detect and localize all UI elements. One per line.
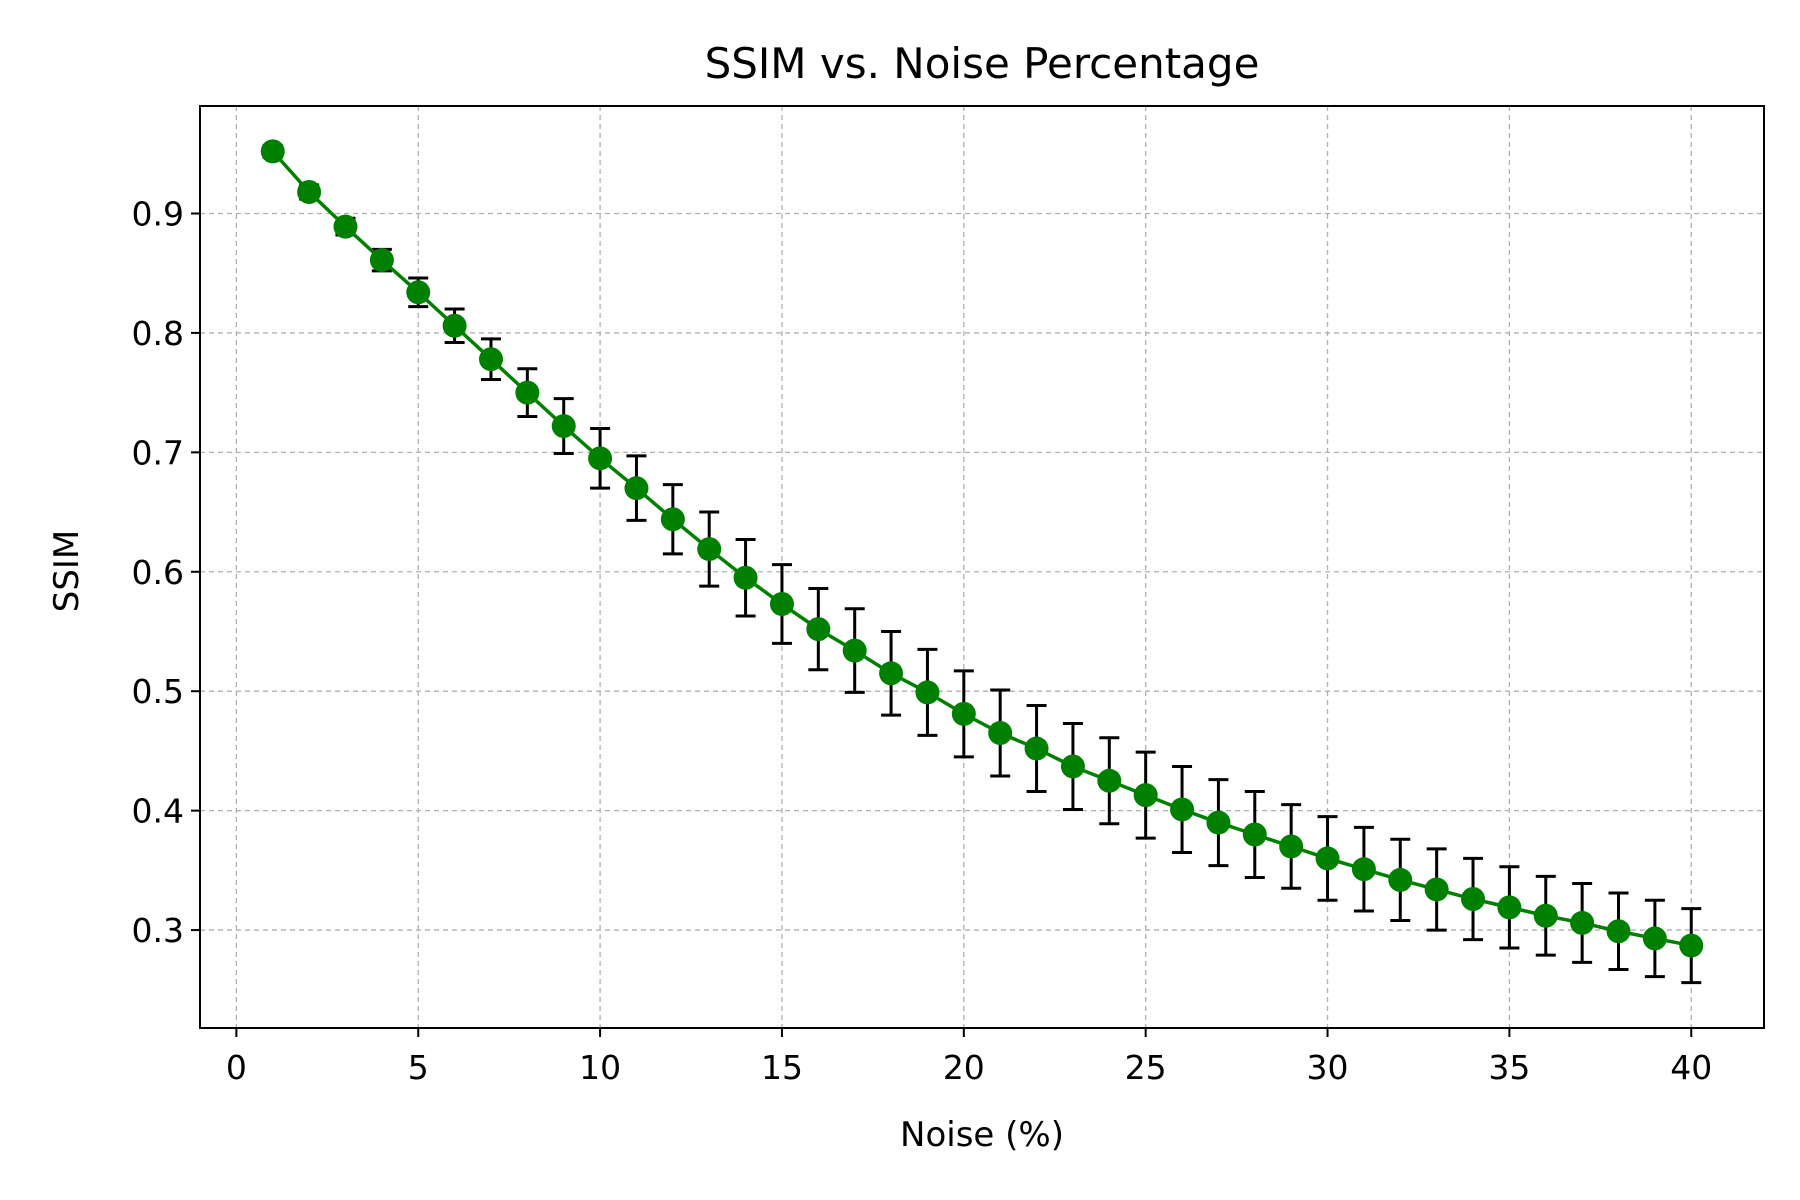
data-point — [1461, 887, 1486, 912]
data-point — [915, 680, 940, 705]
x-axis-label: Noise (%) — [900, 1115, 1064, 1155]
data-point — [588, 446, 613, 471]
series — [260, 139, 1704, 958]
y-tick-label: 0.5 — [132, 672, 184, 711]
data-point — [769, 592, 794, 617]
data-point — [1570, 910, 1595, 935]
data-point — [1351, 857, 1376, 882]
data-point — [1606, 919, 1631, 944]
data-point — [660, 507, 685, 532]
data-point — [1279, 834, 1304, 859]
data-point — [1533, 903, 1558, 928]
y-tick-label: 0.7 — [132, 433, 184, 472]
x-tick-label: 10 — [579, 1048, 621, 1087]
x-tick-label: 25 — [1125, 1048, 1167, 1087]
data-point — [697, 537, 722, 562]
data-point — [733, 565, 758, 590]
data-point — [624, 476, 649, 501]
data-point — [1388, 867, 1413, 892]
data-point — [842, 638, 867, 663]
data-point — [1315, 846, 1340, 871]
data-point — [951, 701, 976, 726]
data-point — [1097, 768, 1122, 793]
x-tick-label: 20 — [943, 1048, 985, 1087]
data-point — [260, 139, 285, 164]
y-tick-label: 0.9 — [132, 194, 184, 233]
data-point — [1424, 877, 1449, 902]
y-tick-label: 0.8 — [132, 314, 184, 353]
y-axis-ticks: 0.3 0.4 0.5 0.6 0.7 0.8 0.9 — [132, 194, 200, 950]
data-point — [369, 248, 394, 273]
y-tick-label: 0.6 — [132, 553, 184, 592]
data-point — [297, 179, 322, 204]
y-axis-label: SSIM — [47, 530, 87, 613]
x-tick-label: 0 — [226, 1048, 247, 1087]
x-tick-label: 5 — [408, 1048, 429, 1087]
data-point — [1133, 783, 1158, 808]
data-point — [988, 721, 1013, 746]
data-point — [1497, 895, 1522, 920]
data-point — [551, 414, 576, 439]
data-point — [333, 214, 358, 239]
data-point — [1024, 736, 1049, 761]
data-point — [1642, 926, 1667, 951]
x-tick-label: 15 — [761, 1048, 803, 1087]
x-tick-label: 35 — [1488, 1048, 1530, 1087]
grid — [200, 106, 1764, 1028]
x-tick-label: 40 — [1670, 1048, 1712, 1087]
plot-frame — [199, 105, 1765, 1029]
data-point — [478, 347, 503, 372]
data-point — [1242, 822, 1267, 847]
data-point — [806, 617, 831, 642]
data-point — [1206, 810, 1231, 835]
data-point — [1679, 933, 1704, 958]
data-point — [1170, 797, 1195, 822]
y-tick-label: 0.4 — [132, 792, 184, 831]
x-tick-label: 30 — [1307, 1048, 1349, 1087]
y-tick-label: 0.3 — [132, 911, 184, 950]
data-point — [879, 661, 904, 686]
data-point — [515, 380, 540, 405]
chart-title: SSIM vs. Noise Percentage — [705, 39, 1260, 88]
data-point — [1060, 754, 1085, 779]
x-axis-ticks: 0 5 10 15 20 25 30 35 40 — [226, 1028, 1712, 1087]
series-line — [271, 150, 1692, 948]
data-point — [442, 313, 467, 338]
data-point — [406, 280, 431, 305]
